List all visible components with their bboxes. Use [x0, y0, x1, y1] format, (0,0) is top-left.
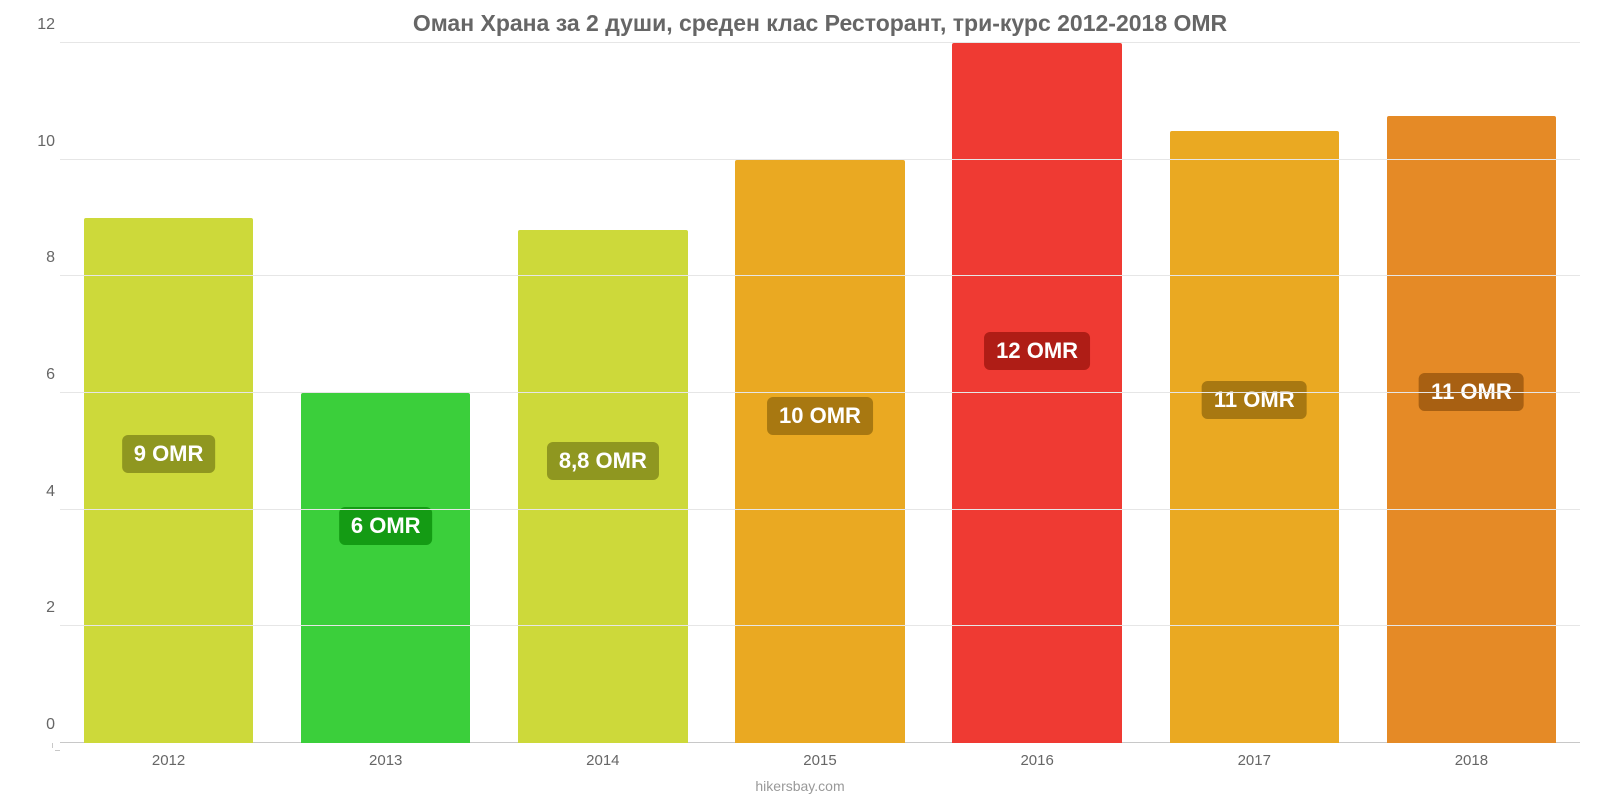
- grid-line: [60, 625, 1580, 626]
- x-tick-label: 2013: [369, 752, 402, 769]
- x-tick-label: 2017: [1238, 752, 1271, 769]
- x-axis-stub: [52, 743, 53, 748]
- bar-value-label: 8,8 OMR: [547, 442, 659, 480]
- y-tick-label: 6: [20, 366, 55, 384]
- x-tick-label: 2014: [586, 752, 619, 769]
- bar-slot: 8,8 OMR2014: [494, 43, 711, 743]
- grid-line: [60, 509, 1580, 510]
- y-tick-label: 12: [20, 16, 55, 34]
- bar-value-label: 6 OMR: [339, 507, 433, 545]
- grid-line: [60, 392, 1580, 393]
- bar-slot: 9 OMR2012: [60, 43, 277, 743]
- y-tick-label: 8: [20, 249, 55, 267]
- bar: 8,8 OMR: [518, 230, 687, 743]
- x-tick-label: 2012: [152, 752, 185, 769]
- bar: 11 OMR: [1170, 131, 1339, 744]
- bar: 9 OMR: [84, 218, 253, 743]
- x-tick-label: 2015: [803, 752, 836, 769]
- bar-value-label: 11 OMR: [1202, 381, 1307, 419]
- bar-value-label: 10 OMR: [767, 397, 873, 435]
- y-tick-label: 0: [20, 716, 55, 734]
- chart-container: Оман Храна за 2 души, среден клас Рестор…: [0, 0, 1600, 800]
- x-tick-label: 2018: [1455, 752, 1488, 769]
- bar-slot: 11 OMR2018: [1363, 43, 1580, 743]
- bar-slot: 12 OMR2016: [929, 43, 1146, 743]
- y-axis-stub: [55, 750, 60, 751]
- x-tick-label: 2016: [1020, 752, 1053, 769]
- bar-slot: 10 OMR2015: [711, 43, 928, 743]
- bar: 10 OMR: [735, 160, 904, 743]
- grid-line: [60, 42, 1580, 43]
- bar: 11 OMR: [1387, 116, 1556, 743]
- bar-slot: 11 OMR2017: [1146, 43, 1363, 743]
- attribution-text: hikersbay.com: [755, 778, 844, 794]
- bars-row: 9 OMR20126 OMR20138,8 OMR201410 OMR20151…: [60, 43, 1580, 743]
- grid-line: [60, 275, 1580, 276]
- bar-slot: 6 OMR2013: [277, 43, 494, 743]
- bar-value-label: 12 OMR: [984, 332, 1090, 370]
- bar: 6 OMR: [301, 393, 470, 743]
- grid-line: [60, 159, 1580, 160]
- bar-value-label: 9 OMR: [122, 435, 216, 473]
- bar: 12 OMR: [952, 43, 1121, 743]
- y-tick-label: 10: [20, 133, 55, 151]
- chart-title: Оман Храна за 2 души, среден клас Рестор…: [60, 10, 1580, 37]
- y-tick-label: 4: [20, 483, 55, 501]
- plot-area: 9 OMR20126 OMR20138,8 OMR201410 OMR20151…: [60, 43, 1580, 743]
- y-tick-label: 2: [20, 599, 55, 617]
